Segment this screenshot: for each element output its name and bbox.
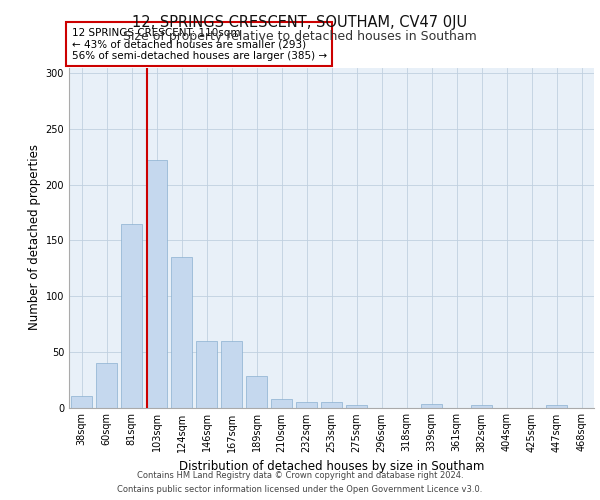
Text: 12, SPRINGS CRESCENT, SOUTHAM, CV47 0JU: 12, SPRINGS CRESCENT, SOUTHAM, CV47 0JU	[133, 15, 467, 30]
Bar	[221, 340, 242, 407]
Bar	[121, 224, 142, 408]
Bar	[546, 406, 567, 407]
Bar	[271, 398, 292, 407]
Bar	[421, 404, 442, 407]
Bar	[471, 406, 492, 407]
Bar	[196, 340, 217, 407]
Text: 12 SPRINGS CRESCENT: 110sqm
← 43% of detached houses are smaller (293)
56% of se: 12 SPRINGS CRESCENT: 110sqm ← 43% of det…	[71, 28, 327, 60]
Bar	[346, 406, 367, 407]
Y-axis label: Number of detached properties: Number of detached properties	[28, 144, 41, 330]
Bar	[296, 402, 317, 407]
Text: Contains HM Land Registry data © Crown copyright and database right 2024.: Contains HM Land Registry data © Crown c…	[137, 472, 463, 480]
Bar	[96, 363, 117, 408]
Bar	[171, 257, 192, 408]
Bar	[321, 402, 342, 407]
X-axis label: Distribution of detached houses by size in Southam: Distribution of detached houses by size …	[179, 460, 484, 473]
Bar	[246, 376, 267, 408]
Bar	[71, 396, 92, 407]
Text: Contains public sector information licensed under the Open Government Licence v3: Contains public sector information licen…	[118, 484, 482, 494]
Bar	[146, 160, 167, 408]
Text: Size of property relative to detached houses in Southam: Size of property relative to detached ho…	[123, 30, 477, 43]
